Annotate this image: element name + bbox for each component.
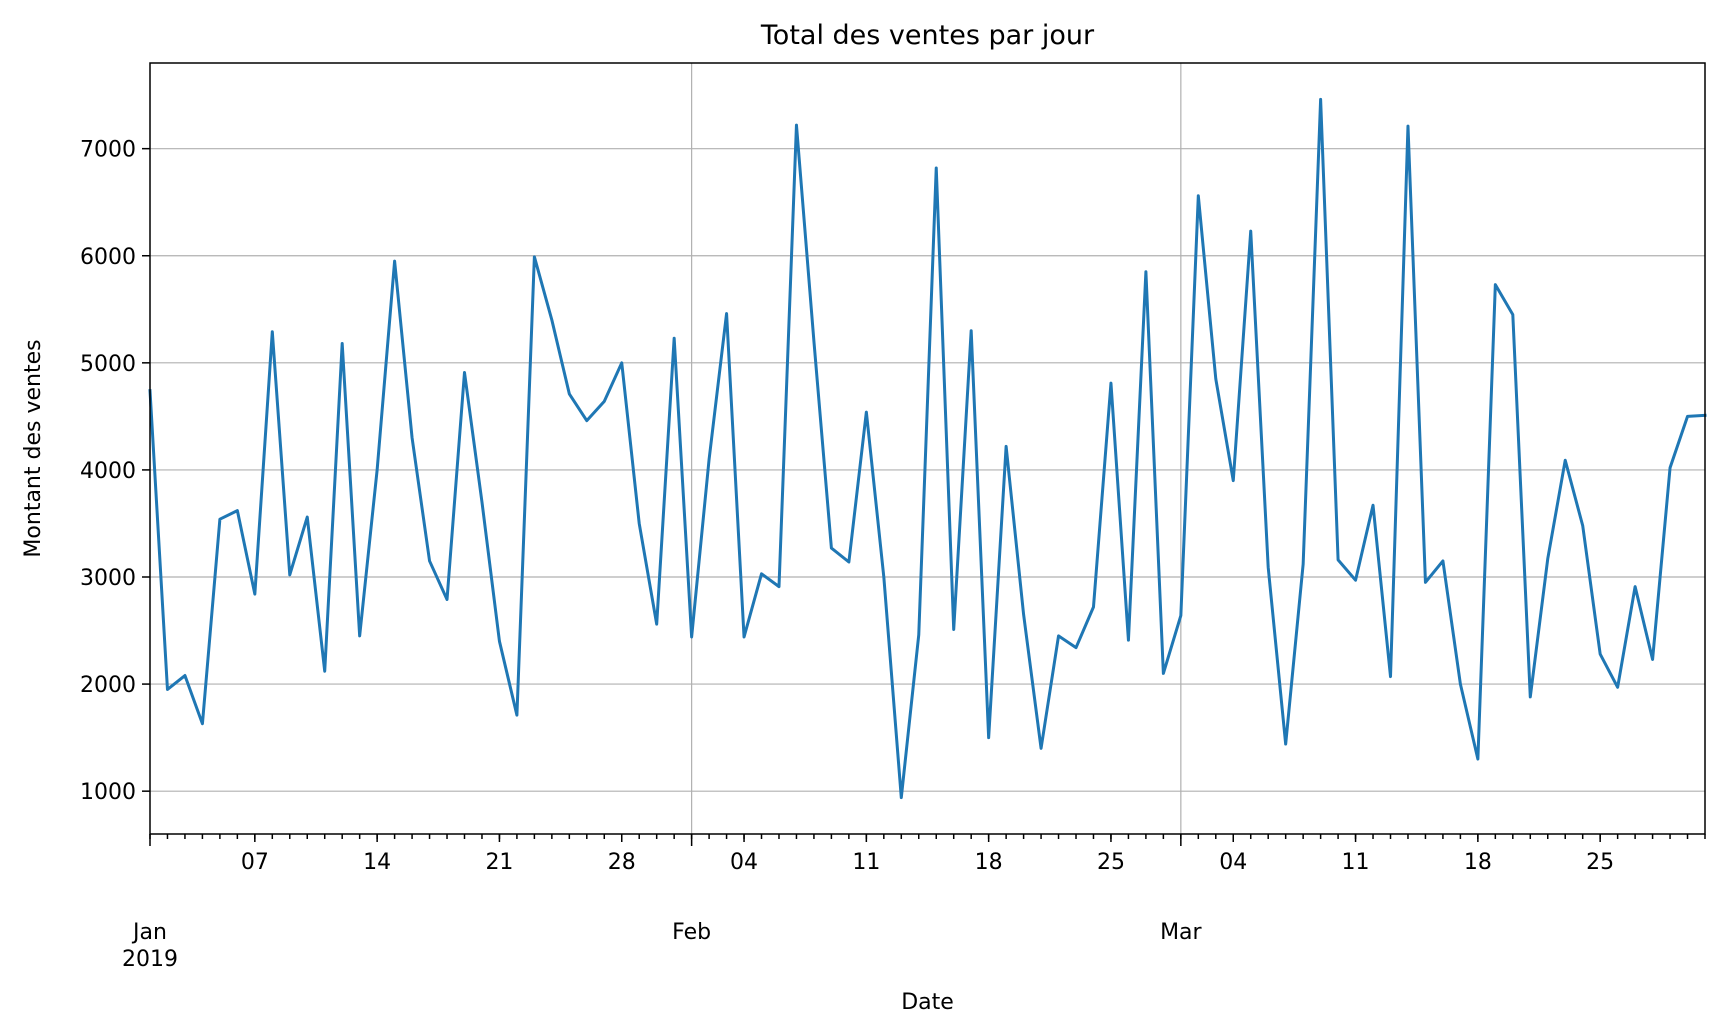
- series-layer: [148, 97, 1707, 800]
- x-week-tick-label: 11: [1342, 850, 1370, 875]
- x-week-tick-label: 25: [1586, 850, 1614, 875]
- y-tick-label: 3000: [80, 566, 136, 591]
- x-week-tick-label: 07: [241, 850, 269, 875]
- y-tick-label: 2000: [80, 673, 136, 698]
- x-month-tick-label: Mar: [1160, 920, 1202, 945]
- x-year-tick-label: 2019: [122, 947, 178, 972]
- y-tick-label: 5000: [80, 352, 136, 377]
- y-tick-label: 4000: [80, 459, 136, 484]
- x-week-tick-label: 18: [975, 850, 1003, 875]
- x-week-tick-label: 14: [363, 850, 391, 875]
- x-week-tick-label: 25: [1097, 850, 1125, 875]
- x-week-tick-label: 04: [730, 850, 758, 875]
- y-axis-label: Montant des ventes: [21, 339, 46, 557]
- y-tick-label: 6000: [80, 245, 136, 270]
- x-axis-label: Date: [901, 990, 954, 1015]
- x-week-tick-label: 28: [608, 850, 636, 875]
- chart-title: Total des ventes par jour: [760, 20, 1095, 51]
- x-week-tick-label: 21: [485, 850, 513, 875]
- y-tick-label: 1000: [80, 780, 136, 805]
- plot-area-frame: [149, 62, 1706, 835]
- x-month-tick-label: Feb: [672, 920, 711, 945]
- series-line: [148, 97, 1707, 800]
- x-week-tick-label: 04: [1219, 850, 1247, 875]
- x-month-tick-label: Jan: [131, 920, 167, 945]
- y-tick-label: 7000: [80, 138, 136, 163]
- grid: [150, 63, 1705, 834]
- x-week-tick-label: 11: [852, 850, 880, 875]
- x-week-tick-label: 18: [1464, 850, 1492, 875]
- y-axis: 1000 2000 3000 4000 5000 6000 7000: [80, 138, 150, 805]
